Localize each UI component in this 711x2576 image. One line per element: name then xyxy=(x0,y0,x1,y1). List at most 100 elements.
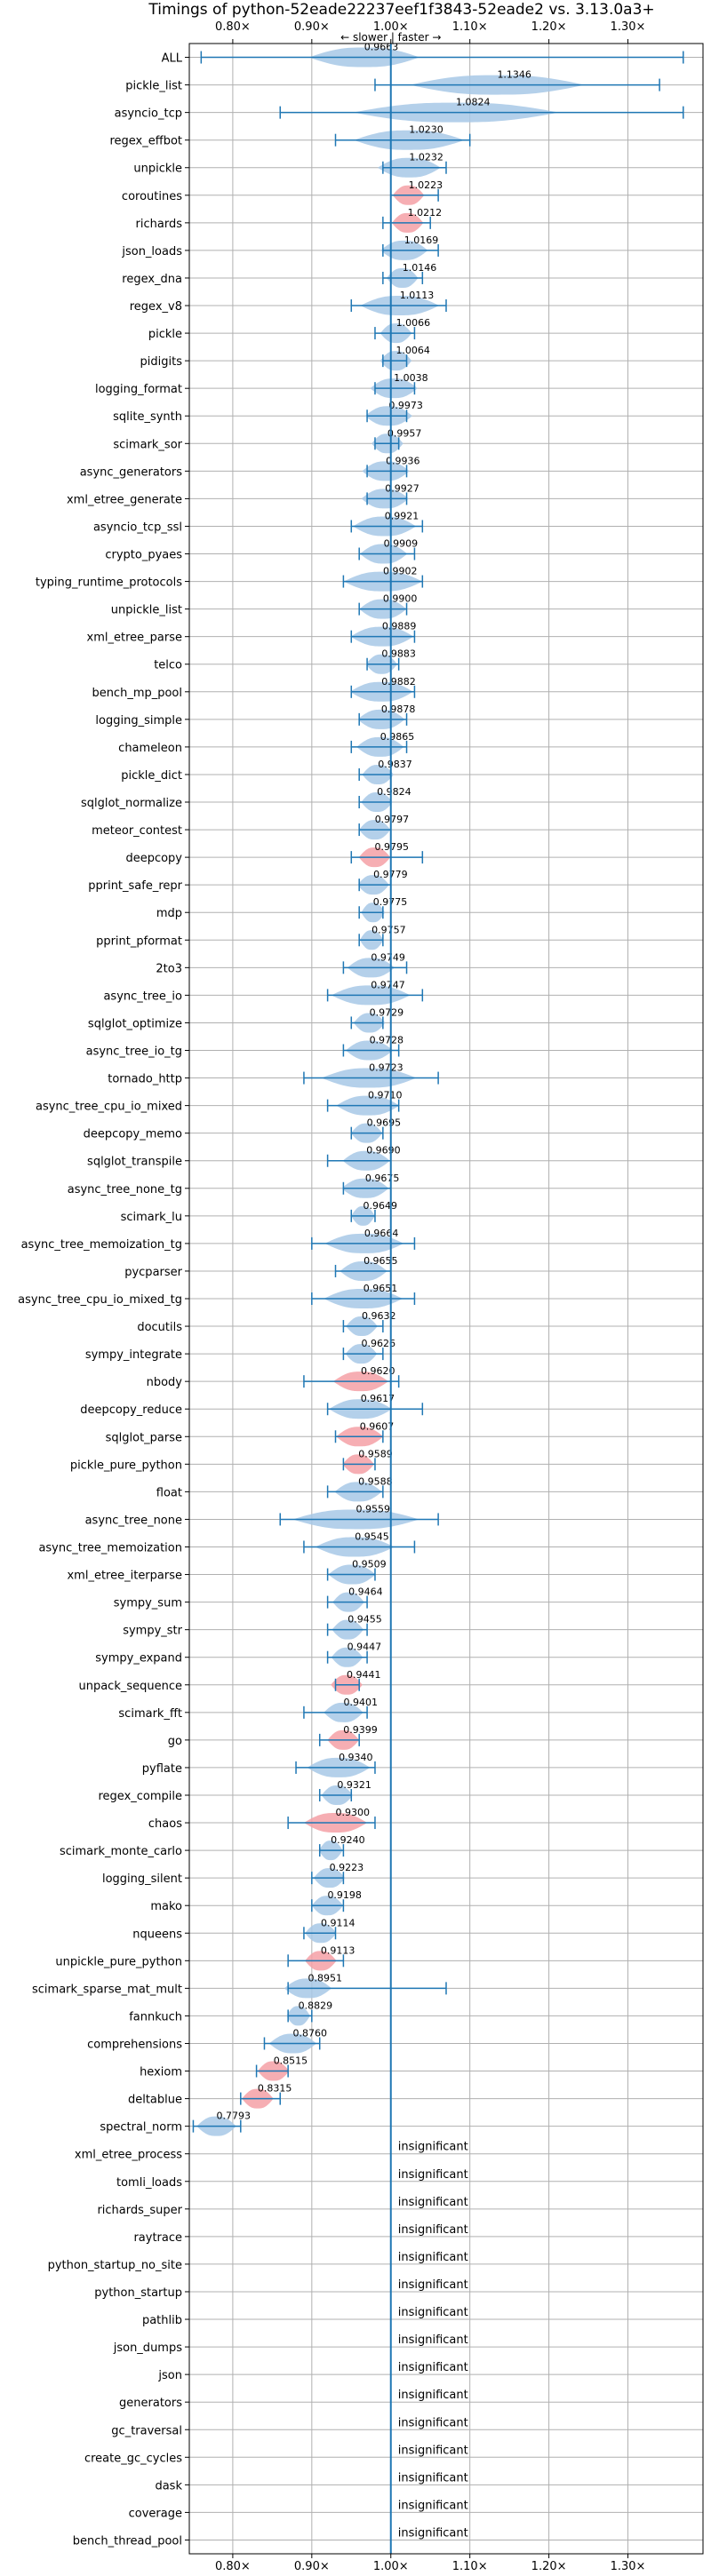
y-tick-label: mako xyxy=(150,1900,182,1913)
value-label-docutils: 0.9632 xyxy=(362,1310,396,1322)
value-label-sqlglot_parse: 0.9607 xyxy=(360,1420,395,1432)
value-label-spectral_norm: 0.7793 xyxy=(217,2111,252,2122)
value-label-unpack_sequence: 0.9441 xyxy=(347,1669,381,1681)
value-label-typing_runtime_protocols: 0.9902 xyxy=(383,566,418,577)
y-tick-label: richards_super xyxy=(97,2204,182,2217)
value-label-pickle_dict: 0.9837 xyxy=(378,759,412,770)
y-tick-label: chaos xyxy=(148,1817,182,1831)
y-tick-label: pickle xyxy=(148,328,182,341)
y-tick-label: pidigits xyxy=(140,355,183,369)
value-label-mako: 0.9198 xyxy=(327,1889,362,1901)
insignificant-label: insignificant xyxy=(398,2141,468,2154)
value-label-logging_silent: 0.9223 xyxy=(330,1862,364,1873)
y-tick-label: richards xyxy=(136,218,183,231)
x-tick-label-top: 1.00× xyxy=(373,20,409,34)
y-tick-label: async_generators xyxy=(80,465,183,479)
value-label-scimark_fft: 0.9401 xyxy=(343,1697,378,1708)
y-tick-label: pprint_safe_repr xyxy=(88,879,182,893)
value-label-sqlite_synth: 0.9973 xyxy=(388,400,423,411)
value-label-regex_compile: 0.9321 xyxy=(337,1779,371,1791)
value-label-chameleon: 0.9865 xyxy=(380,731,415,743)
direction-label: ← slower | faster → xyxy=(340,31,441,44)
value-label-regex_v8: 1.0113 xyxy=(400,290,435,301)
y-tick-label: telco xyxy=(154,659,182,672)
y-tick-label: sqlglot_parse xyxy=(106,1431,182,1444)
value-label-richards: 1.0212 xyxy=(408,207,443,219)
y-tick-label: python_startup_no_site xyxy=(48,2259,182,2272)
y-tick-label: async_tree_none_tg xyxy=(68,1183,182,1197)
chart-title: Timings of python-52eade22237eef1f3843-5… xyxy=(148,1,654,19)
value-label-unpickle: 1.0232 xyxy=(409,152,443,163)
insignificant-label: insignificant xyxy=(398,2444,468,2457)
y-tick-label: ALL xyxy=(162,52,183,66)
y-tick-label: sympy_sum xyxy=(114,1597,182,1610)
insignificant-label: insignificant xyxy=(398,2251,468,2264)
y-tick-label: unpickle xyxy=(133,163,182,176)
x-tick-label-top: 1.30× xyxy=(611,20,646,34)
y-tick-label: pyflate xyxy=(142,1762,182,1776)
value-label-fannkuch: 0.8829 xyxy=(299,2000,333,2011)
y-tick-label: async_tree_cpu_io_mixed xyxy=(36,1101,182,1114)
y-tick-label: sympy_str xyxy=(123,1625,182,1638)
y-tick-label: crypto_pyaes xyxy=(105,549,182,562)
y-tick-label: spectral_norm xyxy=(100,2121,182,2135)
y-tick-label: tomli_loads xyxy=(116,2176,182,2190)
y-tick-label: sympy_expand xyxy=(95,1652,182,1666)
y-tick-label: async_tree_io xyxy=(103,990,182,1003)
value-label-unpickle_pure_python: 0.9113 xyxy=(321,1944,356,1956)
value-label-json_loads: 1.0169 xyxy=(404,235,439,246)
insignificant-label: insignificant xyxy=(398,2499,468,2512)
y-tick-label: python_startup xyxy=(94,2286,182,2300)
value-label-async_tree_none: 0.9559 xyxy=(356,1503,391,1515)
y-tick-label: scimark_fft xyxy=(118,1707,182,1721)
value-label-regex_dna: 1.0146 xyxy=(403,262,437,274)
y-tick-label: asyncio_tcp xyxy=(115,107,182,121)
y-tick-label: bench_thread_pool xyxy=(73,2534,182,2548)
x-tick-label-bottom: 1.00× xyxy=(373,2560,409,2573)
y-tick-label: deepcopy xyxy=(125,852,182,865)
value-label-logging_simple: 0.9878 xyxy=(381,704,416,715)
y-tick-label: unpickle_pure_python xyxy=(55,1955,182,1968)
insignificant-label: insignificant xyxy=(398,2278,468,2292)
plot-frame xyxy=(188,43,704,2555)
value-label-go: 0.9399 xyxy=(343,1724,378,1736)
value-label-asyncio_tcp: 1.0824 xyxy=(456,97,491,108)
y-tick-label: 2to3 xyxy=(156,962,182,975)
y-tick-label: scimark_sor xyxy=(113,438,182,451)
value-label-async_tree_memoization: 0.9545 xyxy=(355,1530,389,1542)
value-label-async_generators: 0.9936 xyxy=(386,455,420,466)
value-label-pickle_list: 1.1346 xyxy=(497,69,531,81)
y-tick-label: logging_format xyxy=(95,383,182,396)
x-tick-label-bottom: 0.80× xyxy=(215,2560,251,2573)
y-tick-label: deltablue xyxy=(128,2094,182,2107)
y-tick-label: coroutines xyxy=(122,190,182,203)
value-label-2to3: 0.9749 xyxy=(371,951,405,963)
value-label-coroutines: 1.0223 xyxy=(409,179,443,191)
value-label-scimark_sor: 0.9957 xyxy=(387,427,422,439)
value-label-sqlglot_transpile: 0.9690 xyxy=(366,1145,401,1157)
y-tick-label: gc_traversal xyxy=(111,2424,182,2437)
value-label-sympy_expand: 0.9447 xyxy=(348,1642,382,1653)
value-label-float: 0.9588 xyxy=(358,1475,393,1487)
y-tick-label: async_tree_io_tg xyxy=(86,1046,182,1059)
value-label-async_tree_none_tg: 0.9675 xyxy=(365,1173,400,1184)
y-tick-label: asyncio_tcp_ssl xyxy=(93,521,182,534)
value-label-async_tree_cpu_io_mixed: 0.9710 xyxy=(368,1090,403,1101)
y-tick-label: regex_v8 xyxy=(130,300,182,314)
value-label-crypto_pyaes: 0.9909 xyxy=(384,538,419,550)
value-label-telco: 0.9883 xyxy=(381,648,416,660)
x-tick-label-bottom: 1.30× xyxy=(611,2560,646,2573)
y-tick-label: bench_mp_pool xyxy=(92,687,182,700)
y-tick-label: xml_etree_generate xyxy=(67,493,182,506)
y-tick-label: async_tree_memoization xyxy=(38,1541,182,1554)
value-label-logging_format: 1.0038 xyxy=(394,372,428,384)
y-tick-label: sympy_integrate xyxy=(85,1348,182,1362)
x-tick-label-top: 1.10× xyxy=(452,20,488,34)
y-tick-label: sqlglot_optimize xyxy=(88,1017,182,1030)
y-tick-label: regex_compile xyxy=(98,1790,182,1803)
x-tick-label-top: 0.90× xyxy=(294,20,330,34)
y-tick-label: logging_simple xyxy=(95,714,182,727)
y-tick-label: regex_dna xyxy=(122,273,182,286)
value-label-xml_etree_iterparse: 0.9509 xyxy=(352,1559,387,1570)
value-label-pickle: 1.0066 xyxy=(396,317,431,329)
